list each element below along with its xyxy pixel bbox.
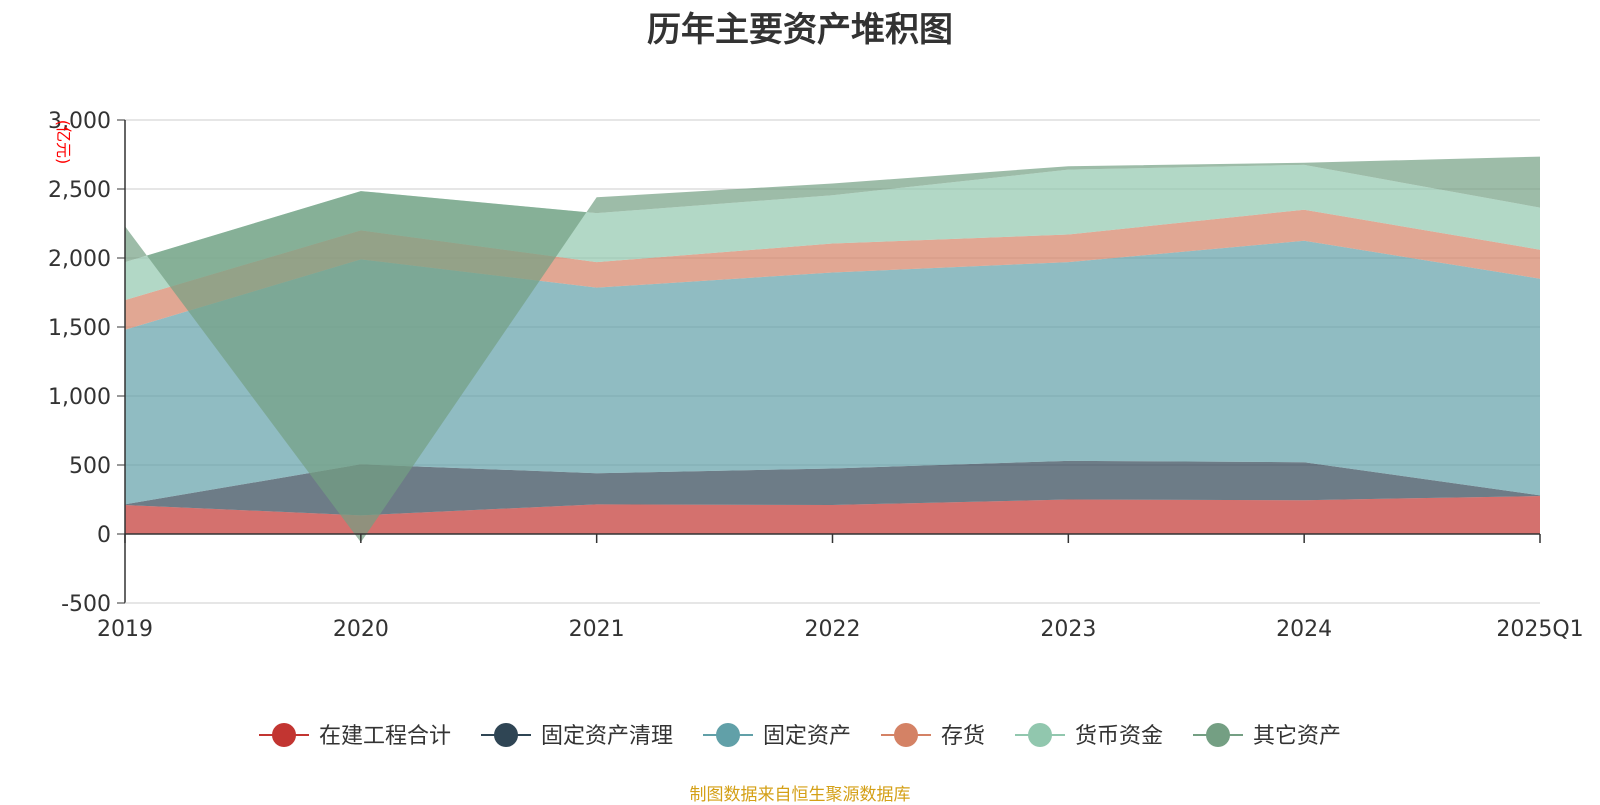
area-series-mark	[125, 209, 1540, 330]
legend-marker	[494, 723, 518, 747]
x-tick-label: 2024	[1276, 617, 1332, 642]
area-series-mark	[125, 156, 1540, 543]
y-axis-unit-label: (亿元)	[54, 120, 73, 165]
y-tick-label: 2,000	[48, 247, 111, 272]
legend-marker	[272, 723, 296, 747]
legend-item: 其它资产	[1193, 723, 1341, 749]
x-tick-label: 2021	[569, 617, 625, 642]
y-tick-label: 3,000	[48, 109, 111, 134]
x-tick-label: 2020	[333, 617, 389, 642]
legend-item: 货币资金	[1015, 723, 1163, 749]
chart-title: 历年主要资产堆积图	[647, 10, 953, 50]
area-series-mark	[125, 164, 1540, 301]
legend-label: 其它资产	[1253, 724, 1341, 749]
legend-label: 固定资产清理	[541, 724, 673, 749]
legend-item: 固定资产	[703, 723, 851, 749]
legend-marker	[1028, 723, 1052, 747]
legend-item: 固定资产清理	[481, 723, 673, 749]
legend-marker	[894, 723, 918, 747]
x-tick-label: 2019	[97, 617, 153, 642]
legend: 在建工程合计 固定资产清理 固定资产 存货 货币资金 其它资产	[259, 723, 1341, 749]
y-tick-label: 1,500	[48, 316, 111, 341]
x-tick-label: 2025Q1	[1496, 617, 1583, 642]
y-tick-label: 500	[69, 454, 111, 479]
legend-label: 存货	[941, 724, 985, 749]
legend-item: 在建工程合计	[259, 723, 451, 749]
legend-label: 固定资产	[763, 724, 851, 749]
legend-item: 存货	[881, 723, 985, 749]
x-tick-label: 2022	[805, 617, 861, 642]
y-tick-label: 1,000	[48, 385, 111, 410]
legend-marker	[1206, 723, 1230, 747]
area-series	[125, 156, 1540, 543]
area-series-mark	[125, 460, 1540, 516]
y-tick-label: 2,500	[48, 178, 111, 203]
area-series-mark	[125, 496, 1540, 534]
y-tick-label: 0	[97, 523, 111, 548]
legend-label: 货币资金	[1075, 724, 1163, 749]
legend-label: 在建工程合计	[319, 724, 451, 749]
x-tick-label: 2023	[1040, 617, 1096, 642]
y-tick-label: -500	[61, 592, 111, 617]
legend-marker	[716, 723, 740, 747]
data-source-note: 制图数据来自恒生聚源数据库	[689, 785, 911, 805]
